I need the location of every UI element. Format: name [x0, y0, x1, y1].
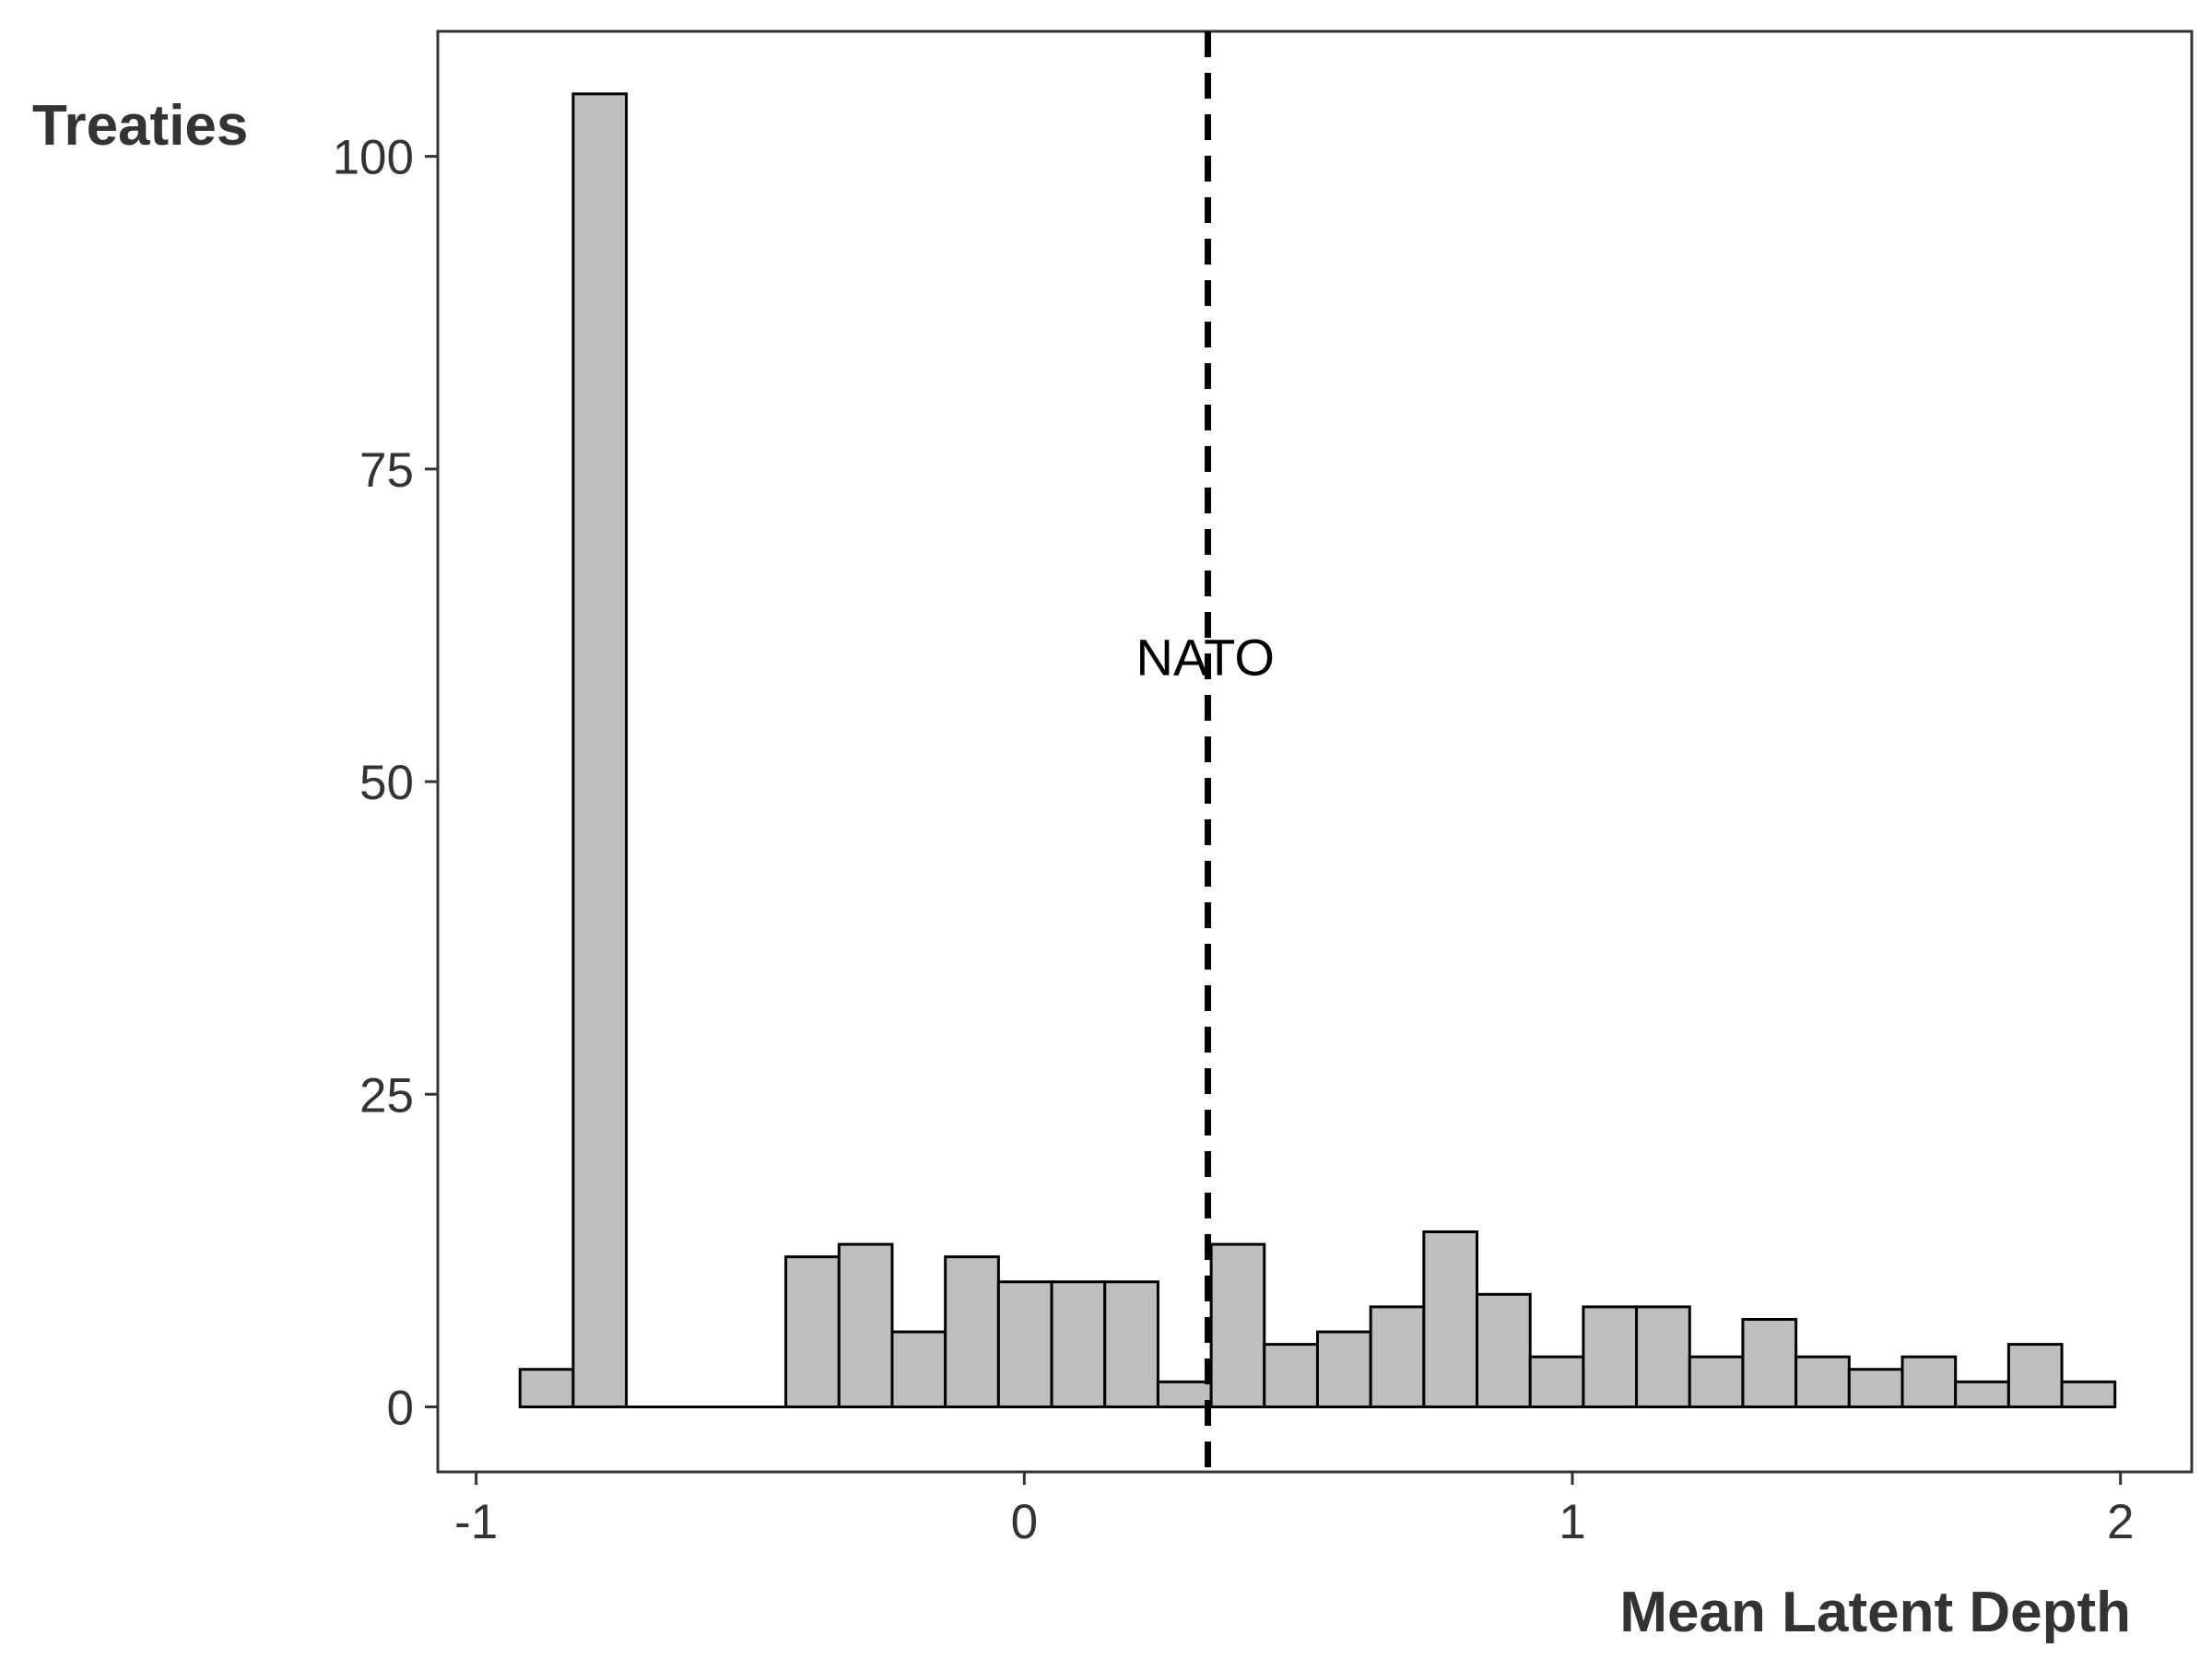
nato-label: NATO: [1136, 628, 1275, 686]
histogram-bar: [1954, 1380, 2010, 1408]
histogram-bar: [890, 1330, 947, 1408]
y-axis: 0 25 50 75 100: [333, 131, 438, 1435]
x-tick-label: 2: [2107, 1495, 2134, 1549]
histogram-bar: [1688, 1355, 1745, 1408]
y-tick-label: 75: [359, 443, 414, 498]
bars-group: [518, 92, 2117, 1408]
histogram-bar: [1315, 1330, 1372, 1408]
histogram-bar: [1156, 1380, 1213, 1408]
y-tick-label: 100: [333, 131, 414, 185]
histogram-bar: [2060, 1380, 2117, 1408]
histogram-bar: [1900, 1355, 1958, 1408]
y-tick-label: 50: [359, 756, 414, 810]
histogram-bar: [1050, 1280, 1107, 1408]
histogram-bar: [1582, 1305, 1639, 1408]
histogram-bar: [1847, 1368, 1904, 1408]
x-tick-label: -1: [454, 1495, 498, 1549]
x-axis-title: Mean Latent Depth: [1619, 1581, 2131, 1644]
plot-panel: [436, 29, 2194, 1474]
histogram-bar: [1422, 1230, 1479, 1408]
histogram-bar: [518, 1368, 575, 1408]
histogram-bar: [1209, 1242, 1266, 1408]
histogram-bar: [1369, 1305, 1426, 1408]
histogram-bar: [944, 1255, 1000, 1408]
y-tick-label: 0: [387, 1381, 414, 1435]
histogram-bar: [1263, 1343, 1319, 1408]
y-tick-label: 25: [359, 1068, 414, 1123]
reference-line-group: NATO: [1136, 31, 1275, 1472]
y-axis-title: Treaties: [32, 94, 248, 158]
histogram-bar: [1635, 1305, 1691, 1408]
histogram-bar: [1741, 1317, 1798, 1408]
x-tick-label: 1: [1559, 1495, 1585, 1549]
x-axis: -1 0 1 2: [454, 1472, 2134, 1549]
histogram-bar: [996, 1280, 1053, 1408]
histogram-bar: [571, 92, 629, 1408]
histogram-bar: [837, 1242, 894, 1408]
histogram-bar: [784, 1255, 841, 1408]
x-tick-label: 0: [1011, 1495, 1038, 1549]
histogram-bar: [1794, 1355, 1851, 1408]
histogram-bar: [1476, 1292, 1532, 1408]
histogram-bar: [2006, 1343, 2064, 1408]
histogram-bar: [1528, 1355, 1585, 1408]
histogram-bar: [1103, 1280, 1159, 1408]
